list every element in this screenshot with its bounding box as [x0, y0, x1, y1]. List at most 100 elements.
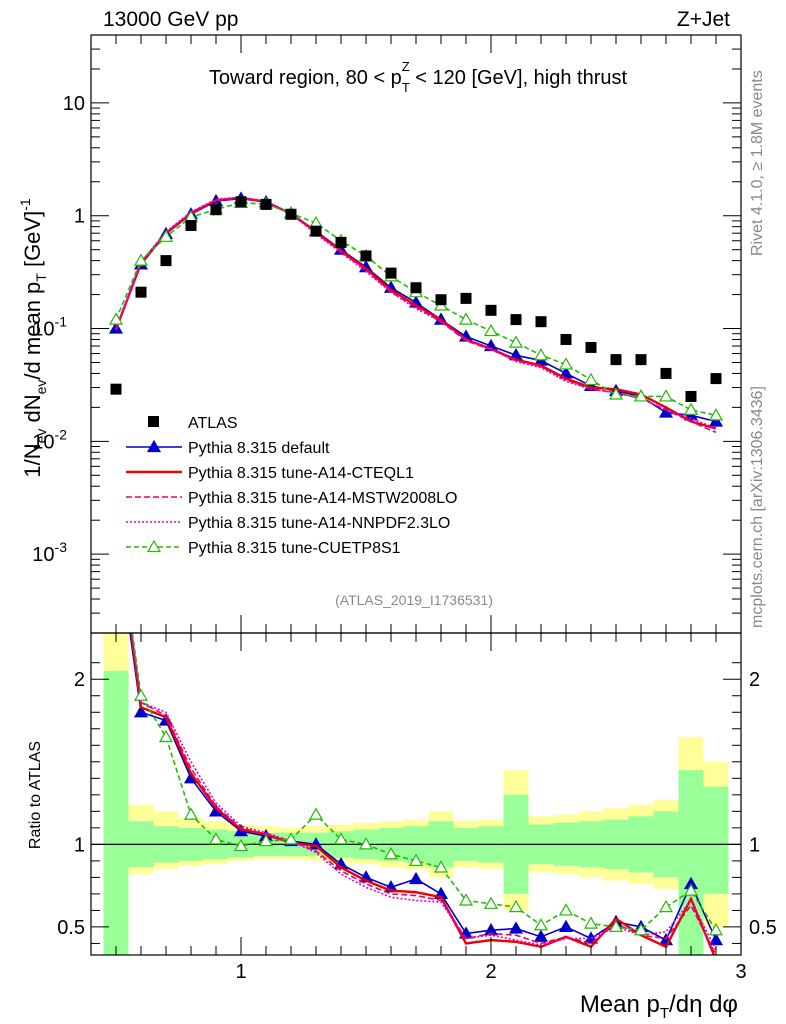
atlas-point	[235, 196, 247, 208]
atlas-point	[535, 316, 547, 328]
ratio-uncertainty-bands	[91, 633, 741, 955]
band-green	[103, 670, 129, 955]
atlas-point	[135, 286, 147, 298]
ratio-point-4	[333, 832, 349, 845]
legend-label-3: Pythia 8.315 tune-A14-NNPDF2.3LO	[188, 515, 450, 532]
series-point-4	[708, 408, 724, 421]
ratio-point-4	[633, 923, 649, 936]
ratio-y-tick-label-right: 2	[749, 669, 760, 691]
band-green	[678, 770, 704, 955]
ratio-point-4	[708, 923, 724, 936]
ratio-point-0	[408, 871, 424, 885]
ratio-point-4	[458, 893, 474, 906]
series-point-0	[658, 405, 674, 418]
atlas-point	[685, 390, 697, 402]
series-line-0	[115, 197, 717, 423]
series-point-4	[458, 312, 474, 325]
ratio-point-4	[383, 847, 399, 860]
series-point-4	[583, 372, 599, 386]
ratio-point-4	[133, 688, 149, 701]
ratio-point-4	[158, 729, 174, 743]
series-point-4	[658, 389, 674, 402]
ratio-point-4	[110, 508, 122, 518]
atlas-point	[185, 219, 197, 231]
ratio-point-4	[358, 837, 374, 850]
ratio-point-4	[308, 807, 324, 820]
series-point-4	[608, 387, 624, 400]
series-point-4	[558, 357, 574, 370]
ratio-point-4	[608, 919, 624, 933]
main-series-group	[108, 191, 724, 434]
legend-label-1: Pythia 8.315 tune-A14-CTEQL1	[188, 465, 414, 482]
atlas-point	[260, 198, 272, 210]
atlas-point	[485, 304, 497, 316]
atlas-point	[360, 250, 372, 262]
ratio-point-4	[558, 903, 574, 916]
ratio-point-4	[583, 916, 599, 929]
atlas-data-points	[110, 196, 722, 402]
x-tick-label: 2	[485, 961, 496, 983]
ratio-point-4	[258, 833, 274, 847]
ratio-y-tick-label: 1	[74, 834, 85, 856]
x-axis-label: Mean pT/dη dφ	[580, 991, 738, 1022]
ratio-point-0	[133, 705, 149, 718]
ratio-point-4	[433, 860, 449, 873]
process-label: Z+Jet	[677, 8, 730, 31]
x-tick-label: 1	[235, 961, 246, 983]
atlas-point	[210, 204, 222, 216]
series-point-4	[633, 389, 649, 402]
ratio-y-tick-label-right: 1	[749, 834, 760, 856]
atlas-point	[410, 282, 422, 294]
series-point-4	[108, 312, 124, 325]
ratio-point-4	[483, 896, 499, 909]
ratio-series-group	[110, 508, 724, 955]
atlas-point	[660, 367, 672, 379]
series-point-4	[683, 402, 699, 415]
atlas-point	[460, 292, 472, 304]
legend-marker-4	[146, 539, 162, 553]
ratio-point-0	[558, 919, 574, 933]
series-point-4	[158, 229, 174, 242]
legend-label-atlas: ATLAS	[188, 415, 238, 432]
atlas-point	[435, 294, 447, 306]
ratio-point-4	[408, 853, 424, 866]
y-tick-label: 10-3	[32, 539, 67, 566]
atlas-point	[560, 333, 572, 345]
atlas-point	[110, 383, 122, 395]
ratio-point-4	[533, 918, 549, 931]
series-point-4	[483, 323, 499, 337]
ratio-point-4	[683, 883, 699, 896]
ratio-frame	[90, 632, 742, 956]
atlas-point	[285, 208, 297, 220]
atlas-point	[710, 373, 722, 385]
ratio-point-4	[508, 899, 524, 913]
atlas-point	[335, 236, 347, 248]
ratio-point-0	[508, 921, 524, 934]
ratio-point-4	[183, 807, 199, 820]
ratio-y-tick-label: 2	[74, 669, 85, 691]
legend: ATLAS Pythia 8.315 default Pythia 8.315 tu…	[126, 415, 457, 557]
ratio-y-axis-label: Ratio to ATLAS	[27, 741, 44, 849]
ratio-lines	[110, 508, 724, 955]
series-point-4	[508, 335, 524, 348]
atlas-point	[635, 354, 647, 366]
x-tick-label: 3	[735, 961, 746, 983]
ratio-point-0	[708, 932, 724, 946]
ratio-point-4	[658, 899, 674, 913]
atlas-point	[310, 225, 322, 237]
atlas-point	[610, 354, 622, 366]
atlas-point	[160, 255, 172, 267]
series-point-4	[533, 348, 549, 361]
analysis-id: (ATLAS_2019_I1736531)	[335, 592, 493, 608]
legend-label-4: Pythia 8.315 tune-CUETP8S1	[188, 540, 401, 557]
band-green	[703, 786, 729, 894]
series-line-4	[115, 202, 717, 417]
ratio-point-0	[110, 525, 122, 536]
ratio-point-4	[233, 838, 249, 852]
atlas-point	[510, 314, 522, 326]
legend-label-2: Pythia 8.315 tune-A14-MSTW2008LO	[188, 490, 457, 507]
ratio-point-0	[533, 929, 549, 942]
ratio-line-2	[130, 633, 717, 955]
series-point-0	[708, 414, 724, 427]
